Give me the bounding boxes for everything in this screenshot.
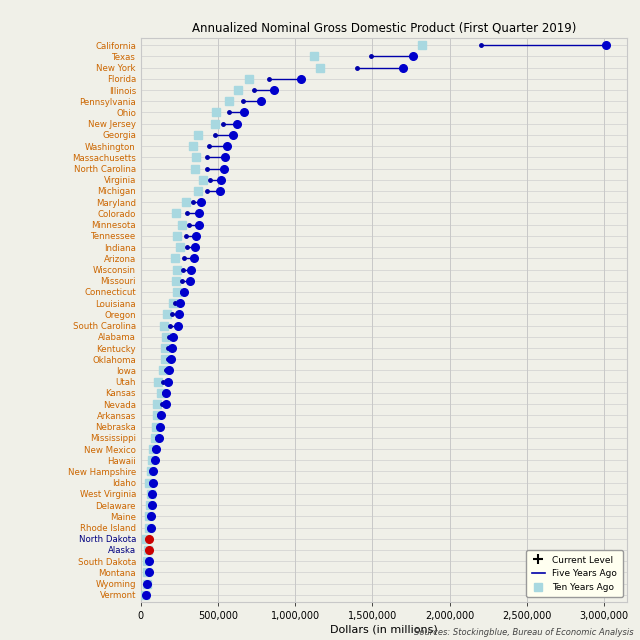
Text: Sources: Stockingblue, Bureau of Economic Analysis: Sources: Stockingblue, Bureau of Economi…: [414, 628, 634, 637]
Title: Annualized Nominal Gross Domestic Product (First Quarter 2019): Annualized Nominal Gross Domestic Produc…: [192, 22, 576, 35]
X-axis label: Dollars (in millions): Dollars (in millions): [330, 625, 438, 635]
Legend: Current Level, Five Years Ago, Ten Years Ago: Current Level, Five Years Ago, Ten Years…: [526, 550, 623, 597]
